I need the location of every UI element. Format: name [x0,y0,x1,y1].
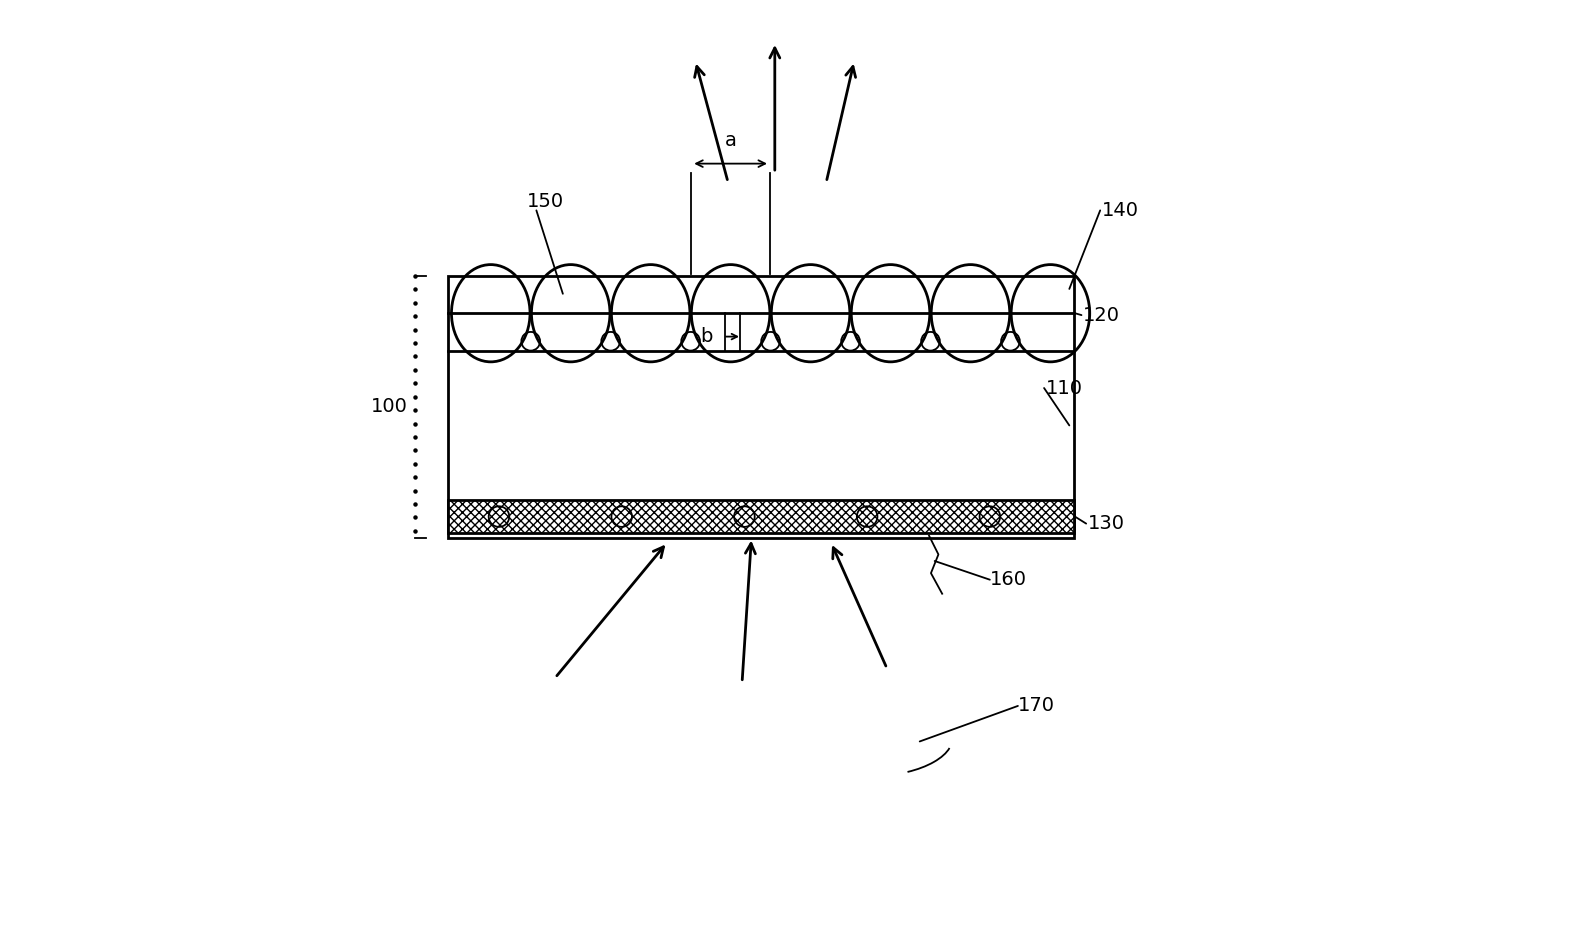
Text: 100: 100 [371,397,408,416]
Text: 140: 140 [1101,201,1139,220]
Text: b: b [700,327,713,346]
Bar [448,276,1074,538]
Text: 160: 160 [990,570,1027,589]
Bar [448,500,1074,533]
Text: 170: 170 [1017,697,1055,715]
Text: a: a [725,131,736,150]
Text: 130: 130 [1089,514,1125,533]
Text: 150: 150 [527,192,563,210]
Text: 110: 110 [1046,379,1082,397]
Text: 120: 120 [1084,306,1120,324]
